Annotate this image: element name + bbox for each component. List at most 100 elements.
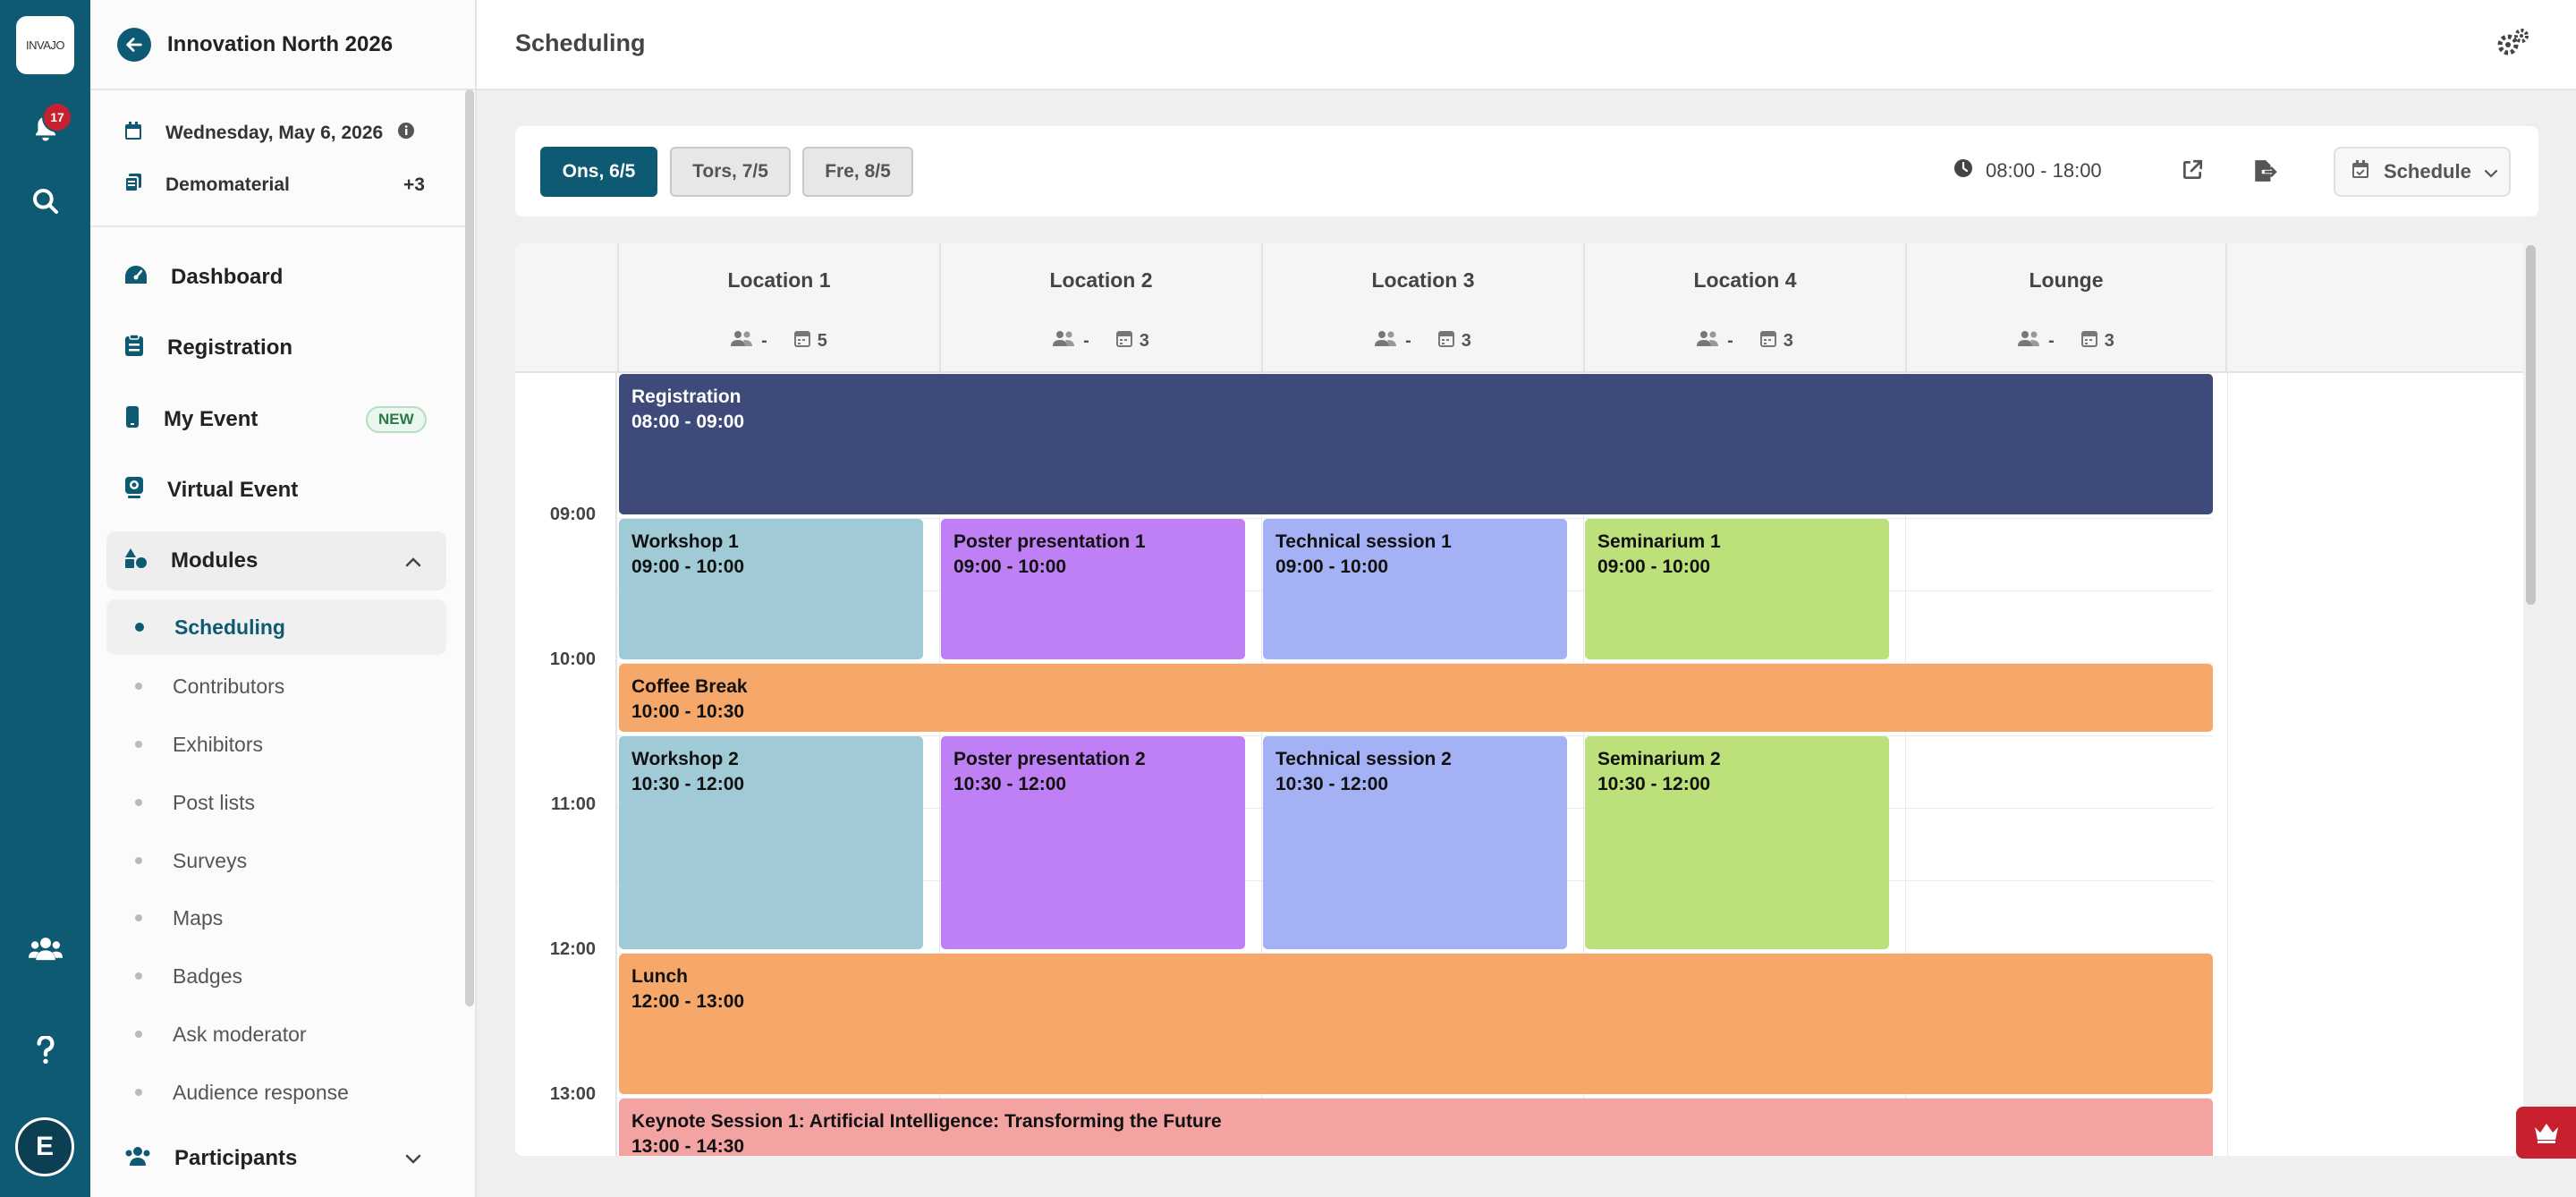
event-lunch[interactable]: Lunch 12:00 - 13:00 <box>619 954 2213 1094</box>
nav-virtual-event[interactable]: Virtual Event <box>106 461 446 520</box>
column-line <box>939 373 940 1156</box>
nav-dashboard-label: Dashboard <box>171 265 284 289</box>
session-count: 3 <box>1139 330 1149 351</box>
event-time: 09:00 - 10:00 <box>1597 556 1711 577</box>
event-seminarium-2[interactable]: Seminarium 2 10:30 - 12:00 <box>1585 736 1889 949</box>
module-contributors[interactable]: Contributors <box>106 658 446 714</box>
bullet-dot-icon <box>135 914 142 921</box>
external-link-icon[interactable] <box>2181 158 2204 186</box>
sidebar-scrollbar[interactable] <box>465 89 474 1006</box>
event-time: 10:30 - 12:00 <box>1597 774 1711 794</box>
day-tab-1[interactable]: Ons, 6/5 <box>540 147 657 197</box>
module-surveys[interactable]: Surveys <box>106 833 446 888</box>
divider <box>90 225 466 227</box>
module-audience-response[interactable]: Audience response <box>106 1065 446 1120</box>
location-name: Location 3 <box>1371 268 1475 292</box>
module-label: Exhibitors <box>173 732 263 756</box>
module-post-lists[interactable]: Post lists <box>106 775 446 830</box>
day-tab-2[interactable]: Tors, 7/5 <box>670 147 791 197</box>
location-column-header: Lounge - 3 <box>1905 243 2227 373</box>
material-label: Demomaterial <box>165 174 290 195</box>
bullet-dot-icon <box>135 1089 142 1096</box>
documents-icon <box>124 173 142 198</box>
schedule-toolbar: Ons, 6/5 Tors, 7/5 Fre, 8/5 08:00 - 18:0… <box>515 126 2538 216</box>
event-coffee-break[interactable]: Coffee Break 10:00 - 10:30 <box>619 664 2213 732</box>
nav-registration[interactable]: Registration <box>106 318 446 378</box>
sidebar-header: Innovation North 2026 <box>90 0 475 90</box>
calendar-scrollbar[interactable] <box>2523 243 2538 1156</box>
module-scheduling[interactable]: Scheduling <box>106 599 446 655</box>
event-title: Workshop 1 <box>631 531 739 552</box>
module-label: Scheduling <box>174 615 285 639</box>
module-label: Contributors <box>173 674 285 698</box>
event-time: 10:30 - 12:00 <box>631 774 745 794</box>
export-file-icon[interactable] <box>2252 158 2277 188</box>
community-icon[interactable] <box>0 936 90 961</box>
event-workshop-2[interactable]: Workshop 2 10:30 - 12:00 <box>619 736 923 949</box>
column-line <box>1583 373 1584 1156</box>
crown-icon[interactable] <box>2516 1107 2576 1159</box>
event-poster-2[interactable]: Poster presentation 2 10:30 - 12:00 <box>941 736 1245 949</box>
modules-shapes-icon <box>124 548 148 575</box>
nav-participants[interactable]: Participants <box>106 1129 446 1188</box>
module-label: Surveys <box>173 848 248 872</box>
nav-modules[interactable]: Modules <box>106 531 446 590</box>
event-poster-1[interactable]: Poster presentation 1 09:00 - 10:00 <box>941 519 1245 659</box>
app-logo[interactable]: INVAJO <box>16 16 74 74</box>
calendar-icon <box>2080 329 2097 352</box>
calendar-icon <box>1437 329 1454 352</box>
event-workshop-1[interactable]: Workshop 1 09:00 - 10:00 <box>619 519 923 659</box>
time-range[interactable]: 08:00 - 18:00 <box>1953 158 2102 183</box>
event-seminarium-1[interactable]: Seminarium 1 09:00 - 10:00 <box>1585 519 1889 659</box>
module-badges[interactable]: Badges <box>106 948 446 1004</box>
event-technical-2[interactable]: Technical session 2 10:30 - 12:00 <box>1263 736 1567 949</box>
material-row[interactable]: Demomaterial +3 <box>90 167 466 203</box>
day-tab-3[interactable]: Fre, 8/5 <box>802 147 913 197</box>
event-keynote-1[interactable]: Keynote Session 1: Artificial Intelligen… <box>619 1099 2213 1156</box>
bullet-dot-icon <box>135 972 142 980</box>
event-technical-1[interactable]: Technical session 1 09:00 - 10:00 <box>1263 519 1567 659</box>
time-label: 11:00 <box>550 794 596 814</box>
dashboard-gauge-icon <box>124 265 148 291</box>
grid-line <box>617 1098 2213 1099</box>
people-icon <box>1053 330 1076 352</box>
scrollbar-thumb[interactable] <box>2526 245 2536 605</box>
event-title: Technical session 2 <box>1275 749 1452 769</box>
event-time: 09:00 - 10:00 <box>1275 556 1389 577</box>
help-icon[interactable] <box>0 1036 90 1065</box>
module-label: Maps <box>173 905 224 930</box>
event-date-row: Wednesday, May 6, 2026 <box>90 115 466 151</box>
back-arrow-icon[interactable] <box>117 27 151 62</box>
user-avatar[interactable]: E <box>15 1117 74 1176</box>
event-time: 09:00 - 10:00 <box>631 556 745 577</box>
clipboard-icon <box>124 333 144 363</box>
search-icon[interactable] <box>0 187 90 216</box>
people-count: - <box>1405 330 1411 351</box>
event-registration[interactable]: Registration 08:00 - 09:00 <box>619 374 2213 514</box>
bullet-dot-icon <box>135 1031 142 1038</box>
view-select[interactable]: Schedule <box>2334 147 2511 197</box>
people-icon <box>1697 330 1720 352</box>
location-name: Location 4 <box>1693 268 1797 292</box>
event-title: Workshop 2 <box>631 749 739 769</box>
module-maps[interactable]: Maps <box>106 890 446 946</box>
nav-my-event[interactable]: My Event NEW <box>106 390 446 449</box>
info-icon[interactable] <box>397 122 415 145</box>
location-meta: - 3 <box>1263 329 1583 352</box>
session-count: 3 <box>1461 330 1471 351</box>
module-exhibitors[interactable]: Exhibitors <box>106 717 446 772</box>
new-badge: NEW <box>366 406 427 433</box>
grid-line <box>617 518 2213 519</box>
logo-text: INVAJO <box>26 38 65 52</box>
grid-line <box>617 663 2213 664</box>
event-title: Registration <box>631 386 741 407</box>
location-name: Location 1 <box>727 268 831 292</box>
schedule-calendar: Location 1 - 5 Location 2 - 3 Location 3 <box>515 243 2538 1156</box>
people-icon <box>731 330 754 352</box>
gears-icon[interactable] <box>2497 29 2529 62</box>
grid-line <box>617 953 2213 954</box>
top-bar: Scheduling <box>477 0 2576 90</box>
nav-dashboard[interactable]: Dashboard <box>106 248 446 307</box>
location-meta: - 3 <box>1585 329 1905 352</box>
module-ask-moderator[interactable]: Ask moderator <box>106 1006 446 1062</box>
